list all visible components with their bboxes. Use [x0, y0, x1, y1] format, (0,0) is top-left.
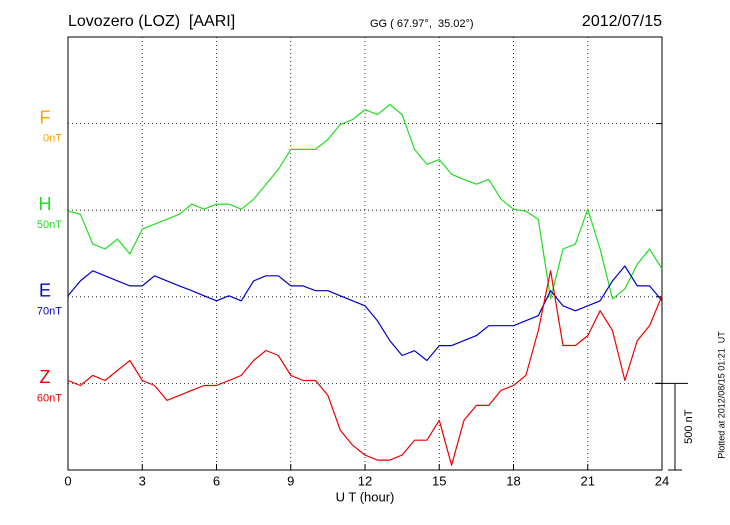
- chart-subtitle: GG ( 67.97°, 35.02°): [370, 18, 474, 30]
- x-tick-label: 15: [432, 473, 446, 488]
- footer: Plotted at 2012/08/15 01:21 UT: [716, 331, 726, 459]
- x-tick-label: 12: [358, 473, 372, 488]
- series-line: [67, 265, 663, 362]
- series-label: Z: [40, 367, 51, 387]
- series-line: [67, 103, 663, 300]
- chart-title: Lovozero (LOZ) [AARI]: [68, 13, 235, 30]
- series-label: F: [40, 107, 51, 127]
- baseline-label: 0nT: [43, 133, 62, 145]
- series-label: E: [39, 281, 51, 301]
- series-label: H: [39, 194, 52, 214]
- baseline-label: 70nT: [37, 306, 62, 318]
- scale-bar-label: 500 nT: [683, 409, 695, 444]
- x-tick-label: 6: [213, 473, 220, 488]
- baseline-label: 60nT: [37, 392, 62, 404]
- chart-date: 2012/07/15: [582, 13, 662, 30]
- baseline-label: 50nT: [37, 219, 62, 231]
- series-line: [67, 270, 663, 466]
- x-tick-label: 21: [581, 473, 595, 488]
- plot-frame: [67, 36, 663, 471]
- x-axis-label: U T (hour): [336, 489, 395, 504]
- x-tick-label: 18: [506, 473, 520, 488]
- x-tick-label: 9: [287, 473, 294, 488]
- x-tick-label: 0: [64, 473, 71, 488]
- x-tick-label: 24: [655, 473, 669, 488]
- x-tick-label: 3: [139, 473, 146, 488]
